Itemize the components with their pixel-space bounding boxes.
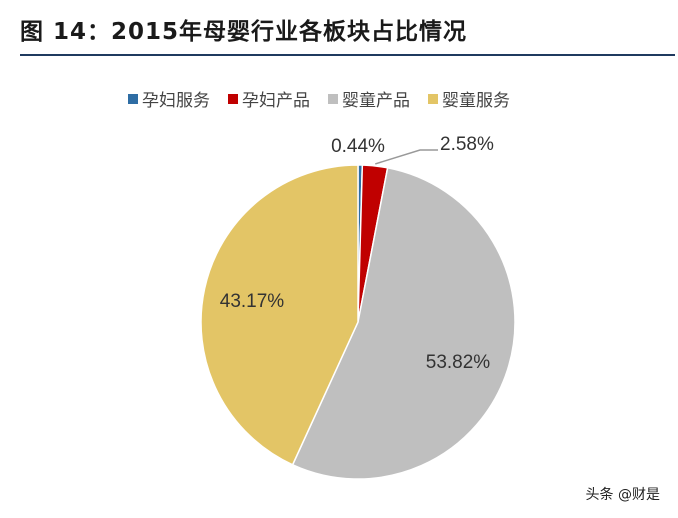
slice-baby-services [200,164,359,466]
legend-label: 婴童服务 [442,91,510,111]
legend-label: 孕妇服务 [142,91,210,111]
legend-item-pregnancy-services: 孕妇服务 [128,86,210,111]
data-label: 43.17% [220,291,285,312]
data-label: 53.82% [426,352,491,373]
title-divider [20,54,675,56]
legend-label: 婴童产品 [342,91,410,111]
legend-swatch [228,93,238,104]
legend-swatch [328,93,338,104]
data-label: 2.58% [440,134,494,155]
legend-item-pregnancy-products: 孕妇产品 [228,86,310,111]
leader-line [375,149,438,165]
legend-swatch [128,93,138,104]
legend-swatch [428,93,438,104]
chart-legend: 孕妇服务 孕妇产品 婴童产品 婴童服务 [128,86,510,111]
legend-label: 孕妇产品 [242,91,310,111]
watermark: 头条 @财是 [585,487,660,503]
slice-baby-products [291,166,516,480]
data-label: 0.44% [331,136,385,157]
legend-item-baby-products: 婴童产品 [328,86,410,111]
chart-title: 图 14：2015年母婴行业各板块占比情况 [20,19,468,45]
legend-item-baby-services: 婴童服务 [428,86,510,111]
